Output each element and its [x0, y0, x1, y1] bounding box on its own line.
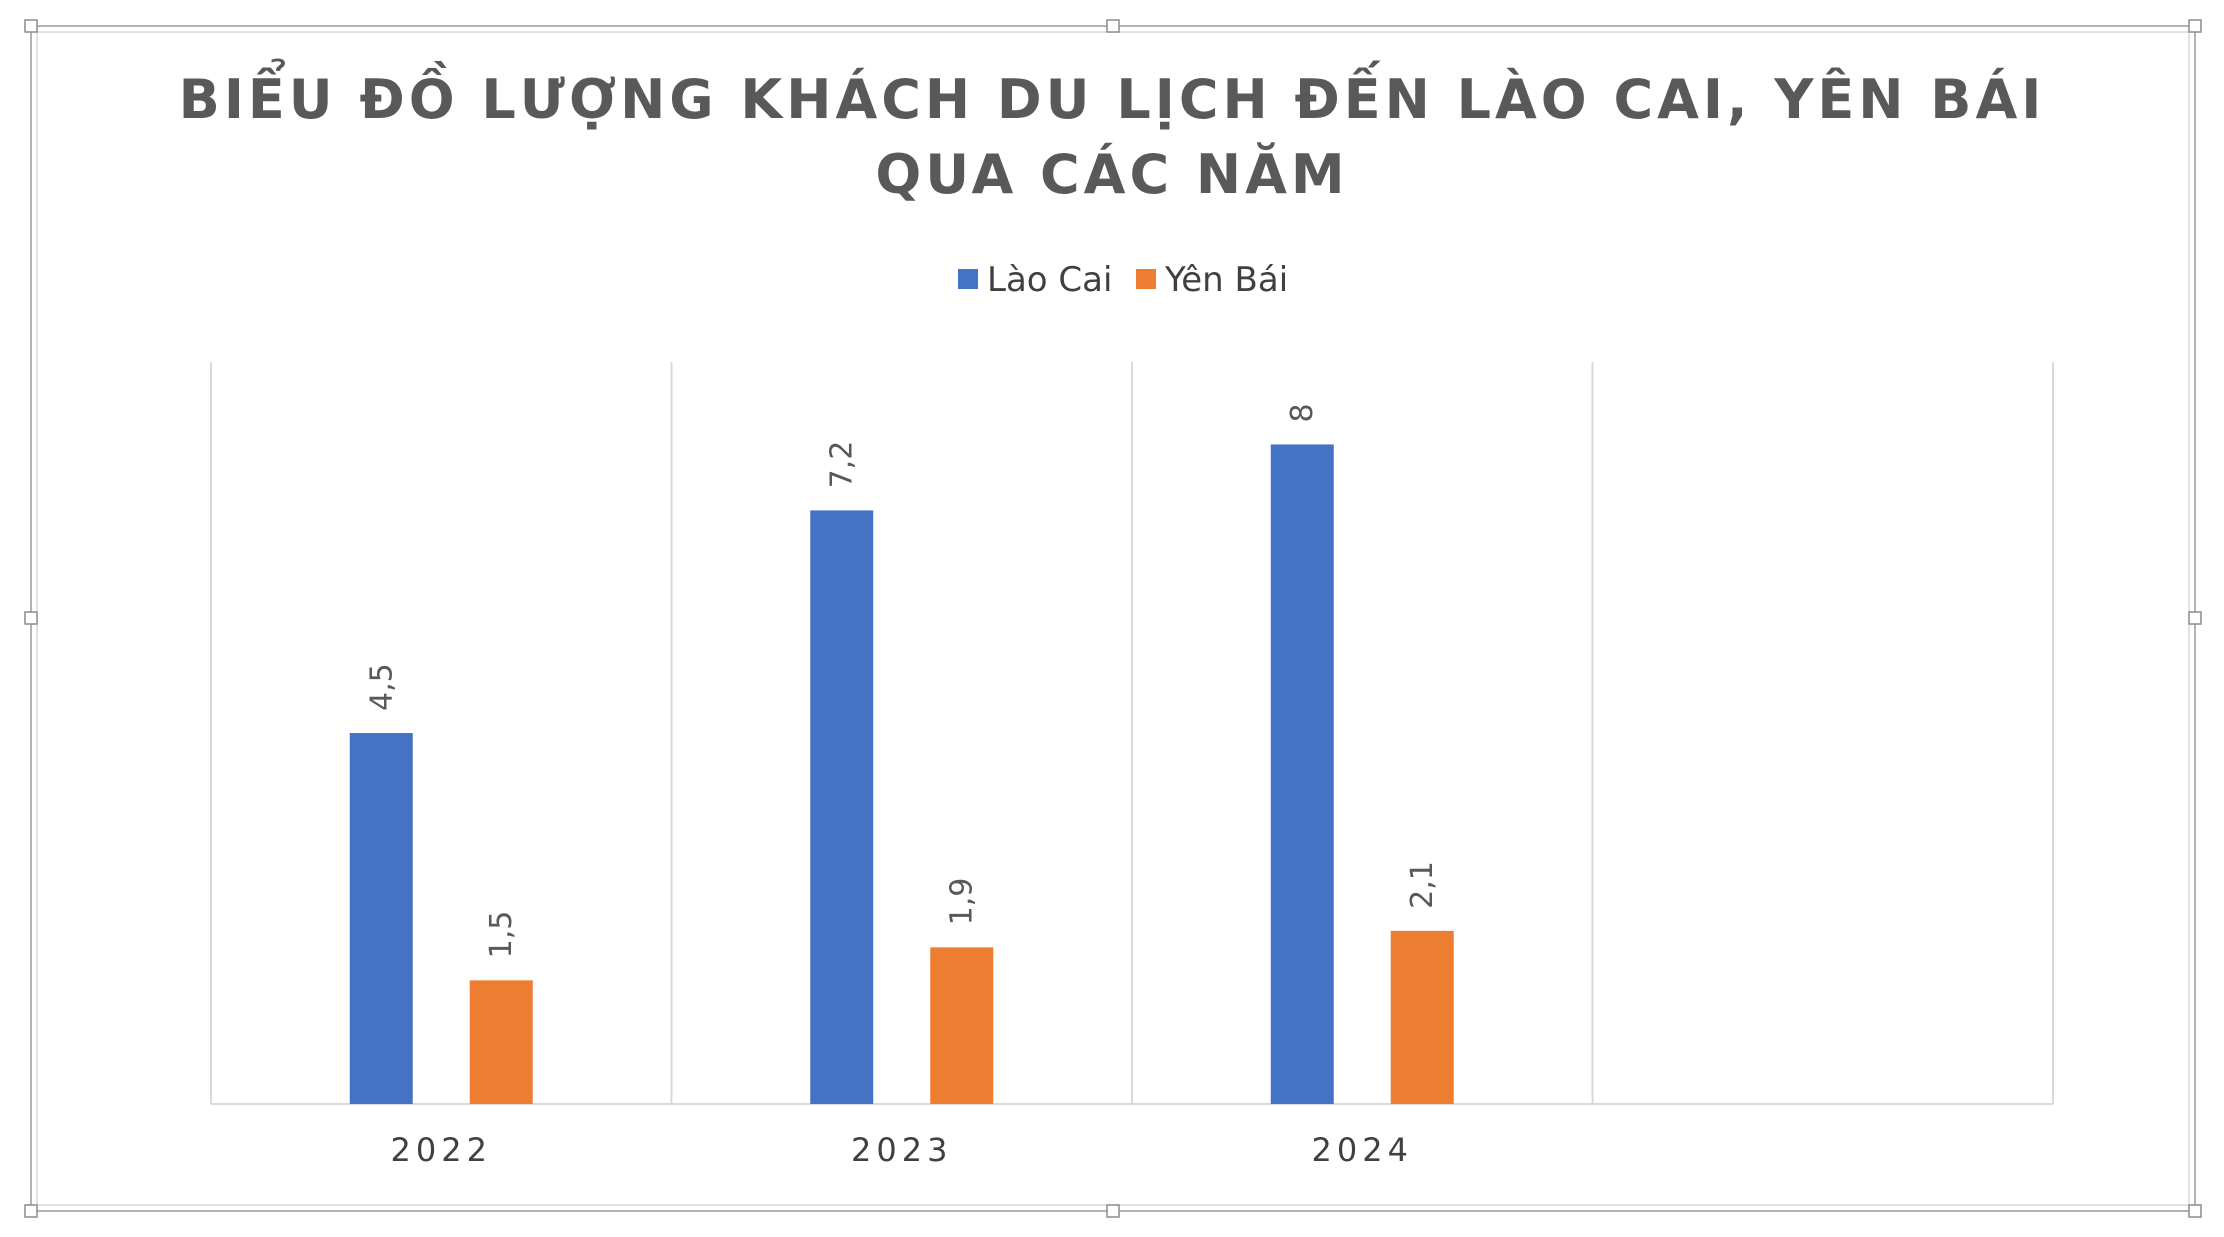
legend-label-yen-bai: Yên Bái: [1164, 260, 1288, 300]
bar-lao-cai-2024: [1270, 444, 1334, 1104]
handle-top-left[interactable]: [24, 19, 38, 33]
chart-title-line-1: BIỂU ĐỒ LƯỢNG KHÁCH DU LỊCH ĐẾN LÀO CAI,…: [179, 59, 2046, 131]
data-label-yen-bai-2022: 1,5: [484, 911, 519, 959]
legend-label-lao-cai: Lào Cai: [987, 260, 1112, 300]
handle-middle-right[interactable]: [2188, 611, 2202, 625]
legend-swatch-lao-cai: [958, 269, 978, 289]
handle-middle-left[interactable]: [24, 611, 38, 625]
plot-area: 2022 4,5 1,5 2023 7,2 1,9 2024 8 2,1: [210, 362, 2054, 1169]
x-tick-label: 2024: [1312, 1131, 1413, 1169]
chart-title-line-2: QUA CÁC NĂM: [875, 143, 1348, 206]
handle-bottom-center[interactable]: [1106, 1204, 1120, 1218]
bar-yen-bai-2022: [469, 980, 533, 1104]
data-label-lao-cai-2024: 8: [1285, 403, 1320, 422]
handle-top-center[interactable]: [1106, 19, 1120, 33]
data-label-yen-bai-2023: 1,9: [945, 878, 980, 926]
bar-lao-cai-2022: [349, 733, 413, 1104]
data-label-yen-bai-2024: 2,1: [1405, 861, 1440, 909]
data-label-lao-cai-2022: 4,5: [364, 663, 399, 711]
handle-bottom-right[interactable]: [2188, 1204, 2202, 1218]
x-tick-label: 2022: [391, 1131, 492, 1169]
bar-yen-bai-2023: [930, 947, 994, 1104]
legend: Lào Cai Yên Bái: [958, 260, 1288, 300]
bar-lao-cai-2023: [810, 510, 874, 1104]
x-tick-label: 2023: [851, 1131, 952, 1169]
bar-yen-bai-2024: [1390, 930, 1454, 1104]
handle-bottom-left[interactable]: [24, 1204, 38, 1218]
selection-handles[interactable]: [24, 19, 2202, 1218]
data-label-lao-cai-2023: 7,2: [825, 441, 860, 489]
handle-top-right[interactable]: [2188, 19, 2202, 33]
legend-swatch-yen-bai: [1136, 269, 1156, 289]
